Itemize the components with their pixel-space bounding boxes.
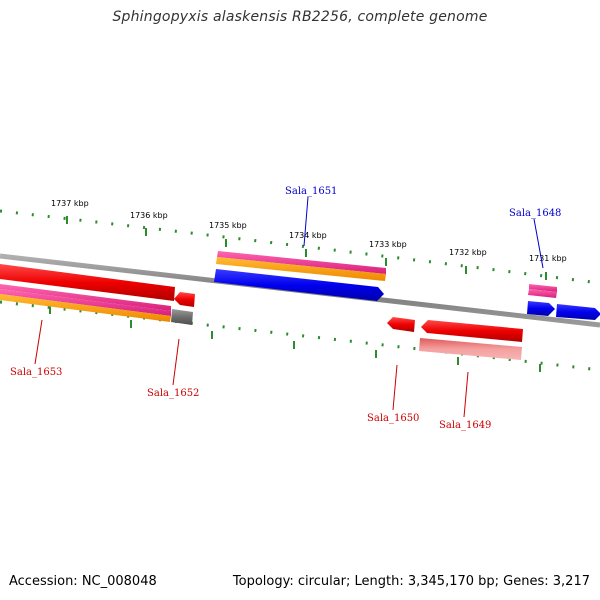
gene-arrow-sala-1648[interactable]: [528, 289, 557, 298]
gene-arrow-grey[interactable]: [171, 309, 193, 325]
gene-label-reverse[interactable]: Sala_1652: [147, 388, 199, 399]
leader-line: [463, 371, 469, 418]
tick-label: 1736 kbp: [130, 211, 168, 220]
tick-label: 1737 kbp: [51, 199, 89, 208]
gene-arrow-orange[interactable]: [216, 257, 386, 281]
tick-label: 1731 kbp: [529, 254, 567, 263]
leader-line: [172, 338, 180, 386]
gene-arrow-orange[interactable]: [0, 294, 171, 322]
leader-line: [533, 218, 544, 269]
gene-arrow-sala-1650[interactable]: [387, 317, 415, 332]
tick-label: 1735 kbp: [209, 221, 247, 230]
gene-arrow-forward[interactable]: [527, 301, 555, 316]
gene-label-reverse[interactable]: Sala_1650: [367, 413, 419, 424]
leader-line: [303, 196, 309, 247]
gene-arrow-sala-1653[interactable]: [0, 289, 171, 316]
major-ticks: [49, 216, 547, 372]
gene-arrow-pale[interactable]: [419, 338, 522, 360]
accession-text: Accession: NC_008048: [9, 574, 157, 589]
gene-label-forward[interactable]: Sala_1651: [285, 186, 337, 197]
gene-label-forward[interactable]: Sala_1648: [509, 208, 561, 219]
gene-arrow-sala-1649[interactable]: [421, 320, 523, 342]
gene-arrow-forward[interactable]: [556, 304, 600, 320]
leader-line: [34, 319, 43, 365]
gene-arrow-sala-1652[interactable]: [174, 292, 195, 307]
tick-label: 1733 kbp: [369, 240, 407, 249]
gene-arrow-reverse[interactable]: [0, 264, 175, 301]
tick-label: 1734 kbp: [289, 231, 327, 240]
gene-arrow-pink[interactable]: [217, 251, 386, 274]
gene-arrow-pink[interactable]: [0, 284, 171, 311]
gene-label-reverse[interactable]: Sala_1649: [439, 420, 491, 431]
gene-arrow-sala-1651[interactable]: [214, 269, 384, 301]
topology-text: Topology: circular; Length: 3,345,170 bp…: [232, 574, 590, 589]
gene-arrow-pink[interactable]: [529, 284, 557, 292]
gene-label-reverse[interactable]: Sala_1653: [10, 367, 62, 378]
tick-label: 1732 kbp: [449, 248, 487, 257]
genome-title: Sphingopyxis alaskensis RB2256, complete…: [112, 9, 488, 25]
leader-line: [392, 364, 398, 411]
